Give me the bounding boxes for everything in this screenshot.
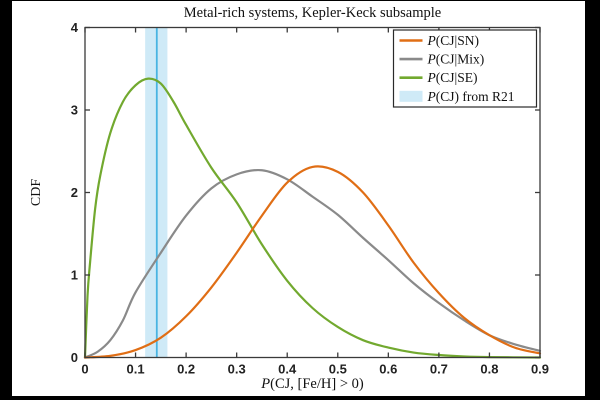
x-tick-label: 0.2 (177, 362, 195, 377)
tick-labels: 0 0.1 0.2 0.3 0.4 0.5 0.6 0.7 0.8 0.9 0 1 2 3 4 (71, 20, 549, 377)
legend-band-swatch (399, 90, 423, 102)
legend-label: P(CJ|SE) (427, 70, 478, 85)
y-tick-label: 0 (71, 350, 78, 365)
curves-group (83, 77, 542, 359)
tick-marks (84, 26, 541, 359)
x-tick-label: 0.9 (531, 362, 549, 377)
y-tick-label: 2 (71, 185, 78, 200)
x-tick-label: 0.7 (430, 362, 448, 377)
legend: P(CJ|SN) P(CJ|Mix) P(CJ|SE) P(CJ) from R21 (392, 29, 538, 108)
x-tick-label: 0 (81, 362, 88, 377)
x-tick-label: 0.1 (127, 362, 145, 377)
x-tick-label: 0.5 (329, 362, 347, 377)
x-tick-label: 0.6 (379, 362, 397, 377)
y-tick-label: 1 (71, 268, 78, 283)
x-tick-label: 0.8 (480, 362, 498, 377)
legend-label: P(CJ|Mix) (427, 52, 485, 67)
curve-p-cj-mix- (83, 168, 542, 359)
legend-label: P(CJ) from R21 (427, 89, 515, 104)
x-tick-label: 0.4 (278, 362, 297, 377)
curve-p-cj-se- (83, 77, 542, 359)
y-tick-label: 3 (71, 103, 78, 118)
x-tick-label: 0.3 (228, 362, 246, 377)
legend-label: P(CJ|SN) (427, 33, 479, 48)
legend-box (392, 29, 538, 108)
chart-title: Metal-rich systems, Kepler-Keck subsampl… (184, 5, 441, 21)
x-axis-label: P(CJ, [Fe/H] > 0) (260, 376, 364, 392)
curve-p-cj-sn- (83, 165, 542, 359)
y-axis-label: CDF (29, 179, 44, 206)
y-tick-label: 4 (71, 20, 79, 35)
